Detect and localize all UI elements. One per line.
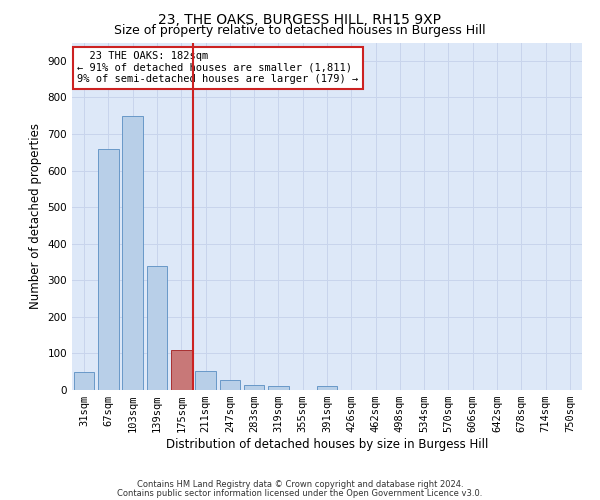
Bar — [268, 386, 289, 390]
Bar — [74, 372, 94, 390]
Bar — [122, 116, 143, 390]
Bar — [220, 380, 240, 390]
Bar — [171, 350, 191, 390]
Text: 23 THE OAKS: 182sqm
← 91% of detached houses are smaller (1,811)
9% of semi-deta: 23 THE OAKS: 182sqm ← 91% of detached ho… — [77, 51, 358, 84]
Bar — [98, 148, 119, 390]
Bar — [146, 266, 167, 390]
Bar — [317, 386, 337, 390]
Text: 23, THE OAKS, BURGESS HILL, RH15 9XP: 23, THE OAKS, BURGESS HILL, RH15 9XP — [158, 12, 442, 26]
Text: Contains HM Land Registry data © Crown copyright and database right 2024.: Contains HM Land Registry data © Crown c… — [137, 480, 463, 489]
Text: Size of property relative to detached houses in Burgess Hill: Size of property relative to detached ho… — [114, 24, 486, 37]
X-axis label: Distribution of detached houses by size in Burgess Hill: Distribution of detached houses by size … — [166, 438, 488, 451]
Bar — [195, 371, 216, 390]
Bar — [244, 384, 265, 390]
Text: Contains public sector information licensed under the Open Government Licence v3: Contains public sector information licen… — [118, 490, 482, 498]
Y-axis label: Number of detached properties: Number of detached properties — [29, 123, 42, 309]
